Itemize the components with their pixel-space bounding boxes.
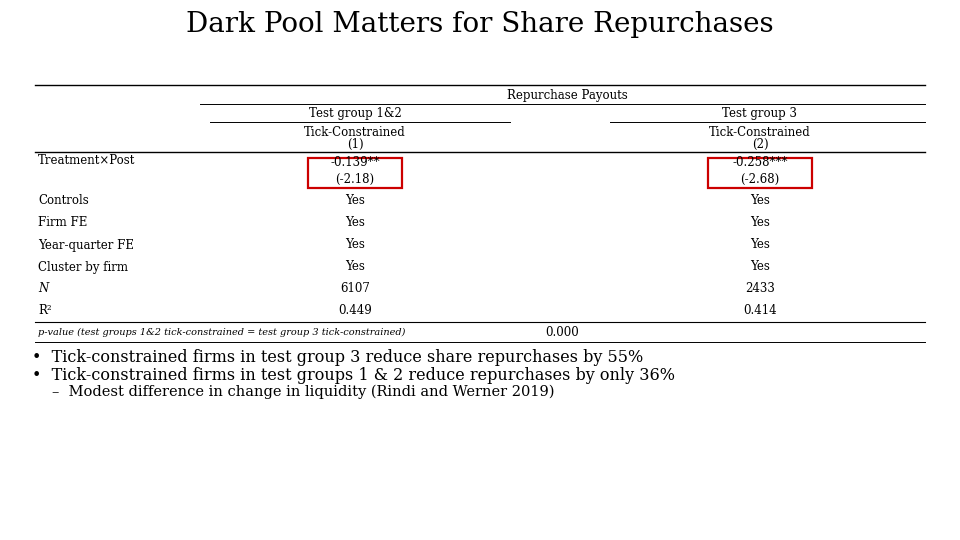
- Text: (-2.68): (-2.68): [740, 172, 780, 186]
- Text: (-2.18): (-2.18): [335, 172, 374, 186]
- Text: R²: R²: [38, 305, 52, 318]
- Text: Yes: Yes: [750, 217, 770, 230]
- Text: •  Tick-constrained firms in test group 3 reduce share repurchases by 55%: • Tick-constrained firms in test group 3…: [32, 349, 643, 367]
- Text: –  Modest difference in change in liquidity (Rindi and Werner 2019): – Modest difference in change in liquidi…: [52, 385, 555, 399]
- Text: -0.139**: -0.139**: [330, 157, 380, 170]
- Text: •  Tick-constrained firms in test groups 1 & 2 reduce repurchases by only 36%: • Tick-constrained firms in test groups …: [32, 368, 675, 384]
- Text: Yes: Yes: [345, 260, 365, 273]
- Text: Tick-Constrained: Tick-Constrained: [709, 125, 811, 138]
- Text: (1): (1): [347, 138, 363, 151]
- Text: Firm FE: Firm FE: [38, 217, 87, 230]
- Text: Yes: Yes: [345, 194, 365, 207]
- Text: -0.258***: -0.258***: [732, 157, 788, 170]
- Text: Treatment×Post: Treatment×Post: [38, 154, 135, 167]
- Text: 0.000: 0.000: [545, 326, 579, 339]
- Text: 0.414: 0.414: [743, 305, 777, 318]
- Text: Yes: Yes: [345, 217, 365, 230]
- Text: Yes: Yes: [750, 239, 770, 252]
- Text: Yes: Yes: [750, 194, 770, 207]
- Text: Dark Pool Matters for Share Repurchases: Dark Pool Matters for Share Repurchases: [186, 11, 774, 38]
- Text: p-value (test groups 1&2 tick-constrained = test group 3 tick-constrained): p-value (test groups 1&2 tick-constraine…: [38, 327, 405, 336]
- Text: Yes: Yes: [750, 260, 770, 273]
- Text: N: N: [38, 282, 48, 295]
- Text: 2433: 2433: [745, 282, 775, 295]
- Text: 6107: 6107: [340, 282, 370, 295]
- Text: Repurchase Payouts: Repurchase Payouts: [507, 90, 628, 103]
- Text: Test group 3: Test group 3: [723, 107, 798, 120]
- Text: Test group 1&2: Test group 1&2: [308, 107, 401, 120]
- Text: (2): (2): [752, 138, 768, 151]
- Text: Cluster by firm: Cluster by firm: [38, 260, 128, 273]
- Text: 0.449: 0.449: [338, 305, 372, 318]
- Text: Controls: Controls: [38, 194, 88, 207]
- Text: Tick-Constrained: Tick-Constrained: [304, 125, 406, 138]
- Text: Yes: Yes: [345, 239, 365, 252]
- Text: Year-quarter FE: Year-quarter FE: [38, 239, 134, 252]
